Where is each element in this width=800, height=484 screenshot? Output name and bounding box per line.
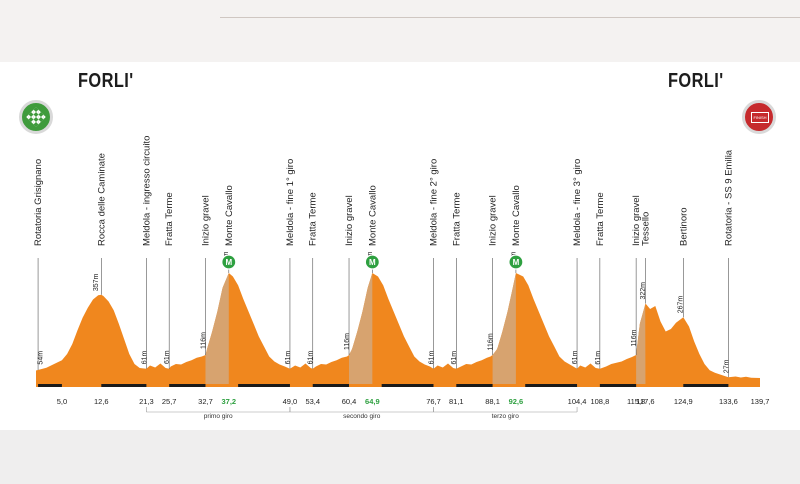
- waypoint-label: Fratta Terme: [595, 192, 606, 246]
- gpm-marker-text: M: [225, 258, 232, 267]
- mountain-gpm-icon: [508, 254, 524, 270]
- lap-label: primo giro: [204, 413, 233, 420]
- waypoint-label: Inizio gravel: [631, 195, 642, 246]
- km-label: 92,6: [509, 397, 524, 406]
- mountain-gpm-icon: [221, 254, 237, 270]
- lap-label: terzo giro: [492, 413, 519, 420]
- km-label: 115,8: [627, 397, 645, 406]
- gravel-sector: [205, 273, 229, 384]
- route-sector-bar: [525, 384, 578, 387]
- km-label: 60,4: [342, 397, 357, 406]
- waypoint-label: Monte Cavallo: [224, 185, 235, 246]
- waypoint-label: Monte Cavallo: [367, 185, 378, 246]
- km-label: 37,2: [221, 397, 236, 406]
- altitude-label: 27m: [723, 359, 730, 373]
- route-sector-bar: [38, 384, 62, 387]
- altitude-label: 357m: [93, 273, 100, 291]
- waypoint-label: Fratta Terme: [451, 192, 462, 246]
- km-label: 124,9: [674, 397, 693, 406]
- waypoint-label: Meldola - fine 1° giro: [285, 159, 296, 246]
- waypoint-label: Rotatoria Grisignano: [33, 159, 44, 246]
- lap-label: secondo giro: [343, 413, 381, 420]
- waypoint-label: Rocca delle Caminate: [96, 153, 107, 246]
- gravel-sector: [349, 273, 373, 384]
- gravel-sector: [492, 273, 516, 384]
- km-label: 139,7: [751, 397, 770, 406]
- waypoint-label: Monte Cavallo: [511, 185, 522, 246]
- start-city-label: FORLI': [78, 70, 134, 92]
- km-label: 5,0: [57, 397, 67, 406]
- km-label: 53,4: [305, 397, 320, 406]
- start-flag-icon: [19, 100, 53, 134]
- waypoint-label: Inizio gravel: [200, 195, 211, 246]
- altitude-label: 116m: [631, 329, 638, 346]
- km-label: 76,7: [426, 397, 441, 406]
- altitude-label: 61m: [285, 351, 292, 365]
- route-sector-bar: [599, 384, 637, 387]
- altitude-label: 61m: [164, 350, 171, 364]
- route-sector-bar: [456, 384, 493, 387]
- km-label: 88,1: [485, 397, 500, 406]
- bottom-band: [0, 430, 800, 484]
- waypoint-label: Inizio gravel: [488, 195, 499, 246]
- km-label: 117,6: [636, 397, 654, 406]
- mountain-gpm-icon: [364, 254, 380, 270]
- altitude-label: 61m: [572, 350, 579, 364]
- waypoint-label: Meldola - ingresso circuito: [141, 136, 152, 246]
- altitude-label: 267m: [678, 296, 685, 314]
- altitude-label: 61m: [141, 350, 148, 364]
- gravel-sector: [636, 304, 646, 384]
- km-label: 104,4: [568, 397, 587, 406]
- top-rule: [220, 17, 800, 18]
- waypoint-label: Fratta Terme: [308, 192, 319, 246]
- route-sector-bar: [312, 384, 350, 387]
- altitude-label: 54m: [38, 351, 45, 365]
- altitude-label: 116m: [488, 333, 495, 350]
- waypoint-label: Meldola - fine 2° giro: [429, 159, 440, 246]
- route-sector-bar: [169, 384, 206, 387]
- profile-area: [36, 273, 760, 384]
- km-label: 133,6: [719, 397, 738, 406]
- altitude-label: 61m: [428, 351, 435, 365]
- km-label: 21,3: [139, 397, 154, 406]
- waypoint-label: Tessello: [640, 212, 651, 246]
- km-label: 108,8: [590, 397, 609, 406]
- waypoint-label: Inizio gravel: [344, 195, 355, 246]
- route-sector-bar: [683, 384, 729, 387]
- altitude-label: 116m: [200, 332, 207, 349]
- finish-city-label: FORLI': [668, 70, 724, 92]
- altitude-label: 61m: [595, 351, 602, 365]
- waypoint-label: Rotatoria - SS 9 Emilia: [723, 149, 734, 246]
- km-label: 49,0: [283, 397, 298, 406]
- altitude-label: 116m: [344, 333, 351, 350]
- km-label: 64,9: [365, 397, 380, 406]
- km-label: 25,7: [162, 397, 177, 406]
- gpm-marker-text: M: [513, 258, 520, 267]
- finish-banner-text: FINISH: [751, 112, 769, 123]
- altitude-label: 61m: [308, 351, 315, 365]
- route-sector-bar: [101, 384, 147, 387]
- waypoint-label: Meldola - fine 3° giro: [572, 159, 583, 246]
- altitude-label: 61m: [451, 351, 458, 365]
- waypoint-label: Fratta Terme: [164, 192, 175, 246]
- gpm-marker-text: M: [369, 258, 376, 267]
- km-label: 12,6: [94, 397, 109, 406]
- route-sector-bar: [381, 384, 434, 387]
- km-label: 81,1: [449, 397, 464, 406]
- waypoint-label: Bertinoro: [678, 207, 689, 246]
- altitude-label: 322m: [640, 282, 647, 300]
- route-sector-bar: [238, 384, 290, 387]
- finish-flag-icon: FINISH: [742, 100, 776, 134]
- km-label: 32,7: [198, 397, 213, 406]
